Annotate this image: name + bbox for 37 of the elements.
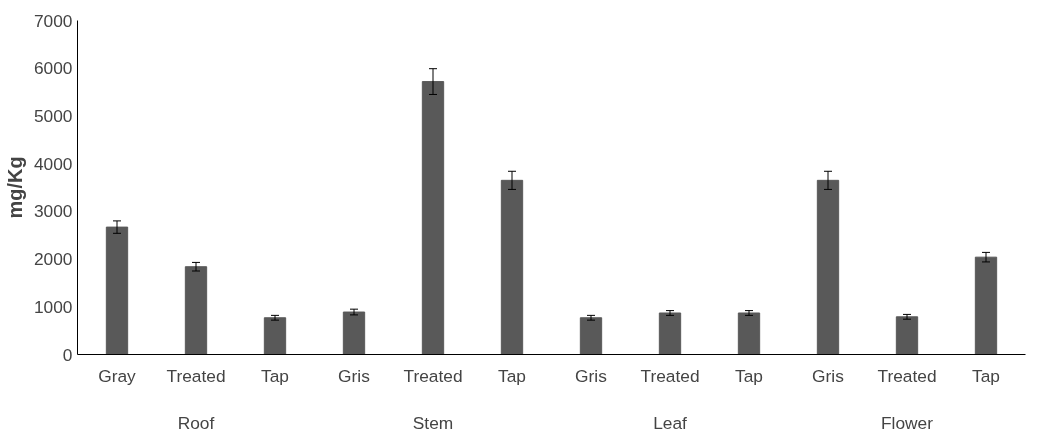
bar [105, 226, 129, 355]
y-tick-label: 4000 [33, 153, 73, 174]
x-tick-label: Gris [575, 365, 608, 386]
bar [579, 317, 603, 355]
text: Roof [177, 412, 215, 433]
x-tick-label: Gray [98, 365, 137, 386]
x-tick-label: Gris [338, 365, 371, 386]
bar [342, 311, 366, 355]
y-tick-label: 1000 [33, 296, 73, 317]
x-tick-label: Gris [812, 365, 845, 386]
y-tick-label: 7000 [33, 10, 73, 31]
x-tick-label: Tap [972, 365, 1000, 386]
bar [974, 256, 998, 355]
bar [816, 179, 840, 355]
y-axis-title: mg/Kg [3, 156, 26, 219]
bar [737, 312, 761, 355]
bar [658, 312, 682, 355]
x-tick-label: Treated [640, 365, 700, 386]
bar [184, 266, 208, 355]
y-tick-label: 3000 [33, 201, 73, 222]
text: Stem [412, 412, 454, 433]
bar [421, 81, 445, 355]
bar [895, 316, 919, 355]
y-tick-label: 5000 [33, 105, 73, 126]
x-tick-label: Treated [166, 365, 226, 386]
x-tick-label: Tap [261, 365, 289, 386]
x-tick-label: Tap [735, 365, 763, 386]
text: Flower [881, 412, 934, 433]
text: Leaf [653, 412, 688, 433]
x-tick-label: Tap [498, 365, 526, 386]
bar [263, 317, 287, 355]
y-tick-label: 0 [62, 344, 73, 365]
y-tick-label: 6000 [33, 58, 73, 79]
bar [500, 179, 524, 355]
x-tick-label: Treated [403, 365, 463, 386]
x-tick-label: Treated [877, 365, 937, 386]
y-tick-label: 2000 [33, 249, 73, 270]
